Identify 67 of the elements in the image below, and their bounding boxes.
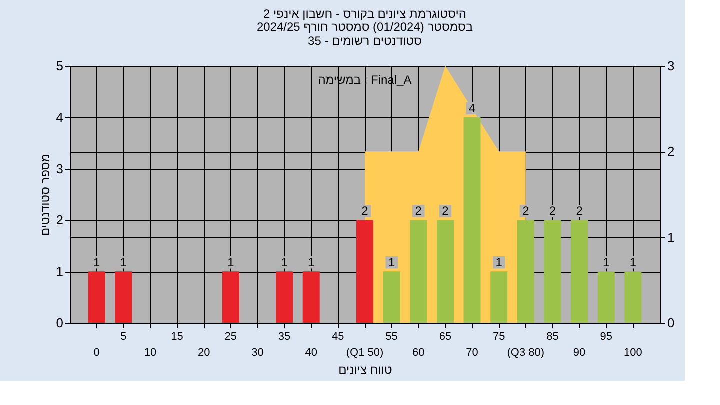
data-label: 1 <box>228 256 235 270</box>
data-label: 2 <box>415 204 422 218</box>
bar <box>88 272 106 323</box>
x-tick-label: 90 <box>573 347 586 359</box>
bar <box>115 272 132 323</box>
y-tick-label: 2 <box>56 212 64 228</box>
y-tick-label: 3 <box>56 161 64 176</box>
data-label: 1 <box>630 256 637 270</box>
bar <box>598 272 615 323</box>
bar <box>276 272 294 323</box>
x-tick-label: (Q1 50) <box>346 347 384 359</box>
x-tick-label: 75 <box>492 331 506 343</box>
bar <box>490 272 508 323</box>
x-tick-label: 25 <box>224 331 238 343</box>
x-tick-label: 100 <box>624 347 642 359</box>
bar <box>624 272 642 323</box>
data-label: 1 <box>281 256 288 270</box>
chart-subtitle: בסמסטר (01/2024) סמסטר חורף 2024/25 סטודנטים רשומים - 35 <box>256 20 474 48</box>
data-label: 1 <box>120 256 128 270</box>
x-tick-label: 10 <box>144 347 157 359</box>
x-tick-label: 5 <box>120 331 127 343</box>
bar <box>383 272 400 323</box>
data-label: 1 <box>308 256 316 270</box>
chart-title: היסטוגרמת ציונים בקורס - חשבון אינפי 2 <box>264 7 466 21</box>
y2-tick-label: 3 <box>668 58 675 74</box>
y2-tick-label: 2 <box>668 144 675 160</box>
bar <box>517 220 534 323</box>
x-tick-label: 65 <box>439 331 452 343</box>
y-tick-label: 1 <box>56 264 64 280</box>
y-tick-label: 5 <box>56 58 64 74</box>
y-tick-label: 0 <box>56 316 64 330</box>
x-tick-label: 85 <box>546 331 559 343</box>
x-tick-label: 30 <box>252 347 264 359</box>
x-tick-label: 40 <box>305 347 318 359</box>
x-axis-title: טווח ציונים <box>338 363 393 377</box>
data-label: 1 <box>603 256 610 270</box>
data-label: 4 <box>468 101 476 116</box>
bar <box>356 220 374 323</box>
bar <box>436 220 454 323</box>
bar <box>544 220 562 323</box>
data-label: 1 <box>93 256 100 270</box>
x-tick-label: 35 <box>278 331 291 343</box>
x-tick-label: (Q3 80) <box>507 347 545 359</box>
bar <box>302 272 320 323</box>
bar <box>464 117 481 323</box>
data-label: 2 <box>549 204 556 218</box>
data-label: 2 <box>576 204 584 218</box>
bar <box>410 220 428 323</box>
y2-tick-label: 1 <box>668 230 675 245</box>
data-label: 2 <box>442 204 450 218</box>
x-tick-label: 45 <box>332 331 344 343</box>
data-label: 2 <box>362 204 369 218</box>
bar <box>222 272 240 323</box>
y-tick-label: 4 <box>56 110 64 125</box>
x-tick-label: 95 <box>600 331 612 343</box>
bar <box>571 220 588 323</box>
x-tick-label: 70 <box>466 347 478 359</box>
x-tick-label: 15 <box>171 331 184 343</box>
data-label: 2 <box>522 204 530 218</box>
y-axis-title: מספר סטודנטים <box>38 154 52 236</box>
x-tick-label: 0 <box>94 347 100 359</box>
x-tick-label: 20 <box>198 347 210 359</box>
data-label: 1 <box>388 256 396 270</box>
x-tick-label: 55 <box>386 331 398 343</box>
y2-tick-label: 0 <box>668 316 675 330</box>
x-tick-label: 60 <box>412 347 425 359</box>
data-label: 1 <box>496 256 503 270</box>
